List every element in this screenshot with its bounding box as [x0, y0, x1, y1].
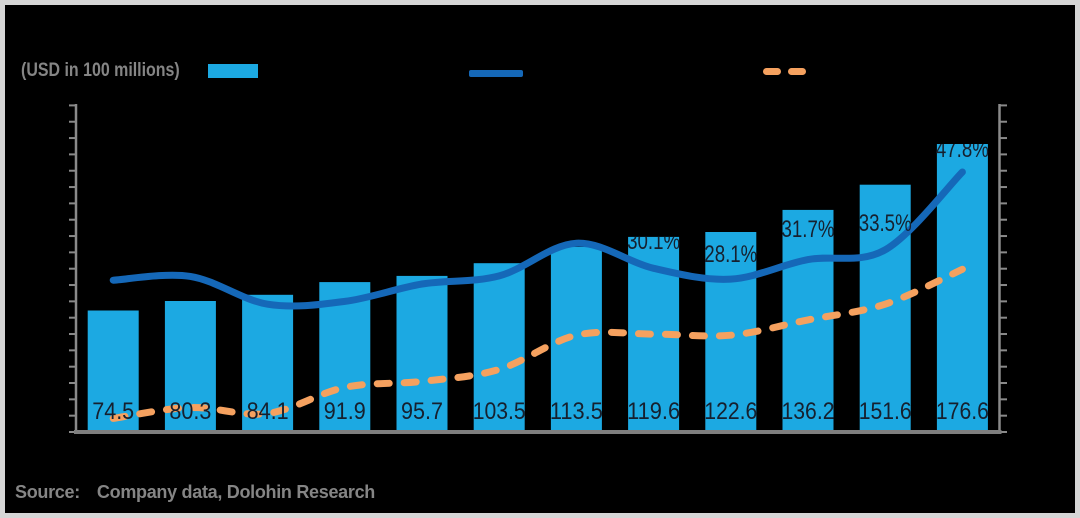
dashed-margin-line	[109, 265, 966, 422]
axis-unit-label: (USD in 100 millions)	[21, 60, 180, 81]
source-text: Company data, Dolohin Research	[96, 482, 375, 502]
bar-value-label: 103.5	[473, 398, 526, 425]
bar	[473, 263, 525, 432]
dash-segment	[763, 68, 781, 75]
legend-bar-swatch	[208, 64, 258, 78]
bar	[859, 184, 911, 432]
bar-value-label: 84.1	[247, 398, 289, 425]
bar-value-label: 151.6	[859, 398, 912, 425]
dash-segment	[788, 68, 806, 75]
bar	[87, 310, 139, 432]
growth-pct-label: 28.1%	[704, 241, 757, 268]
bar-value-label: 176.6	[936, 398, 989, 425]
bar-value-label: 113.5	[550, 398, 603, 425]
bar-value-label: 74.5	[92, 398, 134, 425]
bar-value-label: 95.7	[401, 398, 443, 425]
bar-value-label: 119.6	[627, 398, 680, 425]
bar	[396, 275, 448, 432]
growth-pct-label: 31.7%	[782, 216, 835, 243]
bar-value-label: 80.3	[169, 398, 211, 425]
bar-value-label: 91.9	[324, 398, 366, 425]
growth-pct-label: 47.8%	[936, 136, 989, 163]
growth-pct-label: 30.1%	[627, 228, 680, 255]
legend: (USD in 100 millions)	[0, 0, 1080, 90]
bar-value-label: 122.6	[704, 398, 757, 425]
solid-growth-line	[109, 168, 966, 310]
bar	[319, 282, 371, 432]
legend-dashed-line-swatch	[763, 68, 813, 75]
legend-line-swatch	[469, 70, 523, 77]
source-note: Source: Company data, Dolohin Research	[15, 482, 375, 503]
bar-value-label: 136.2	[782, 398, 835, 425]
source-label: Source:	[15, 482, 80, 502]
growth-pct-label: 33.5%	[859, 210, 912, 237]
